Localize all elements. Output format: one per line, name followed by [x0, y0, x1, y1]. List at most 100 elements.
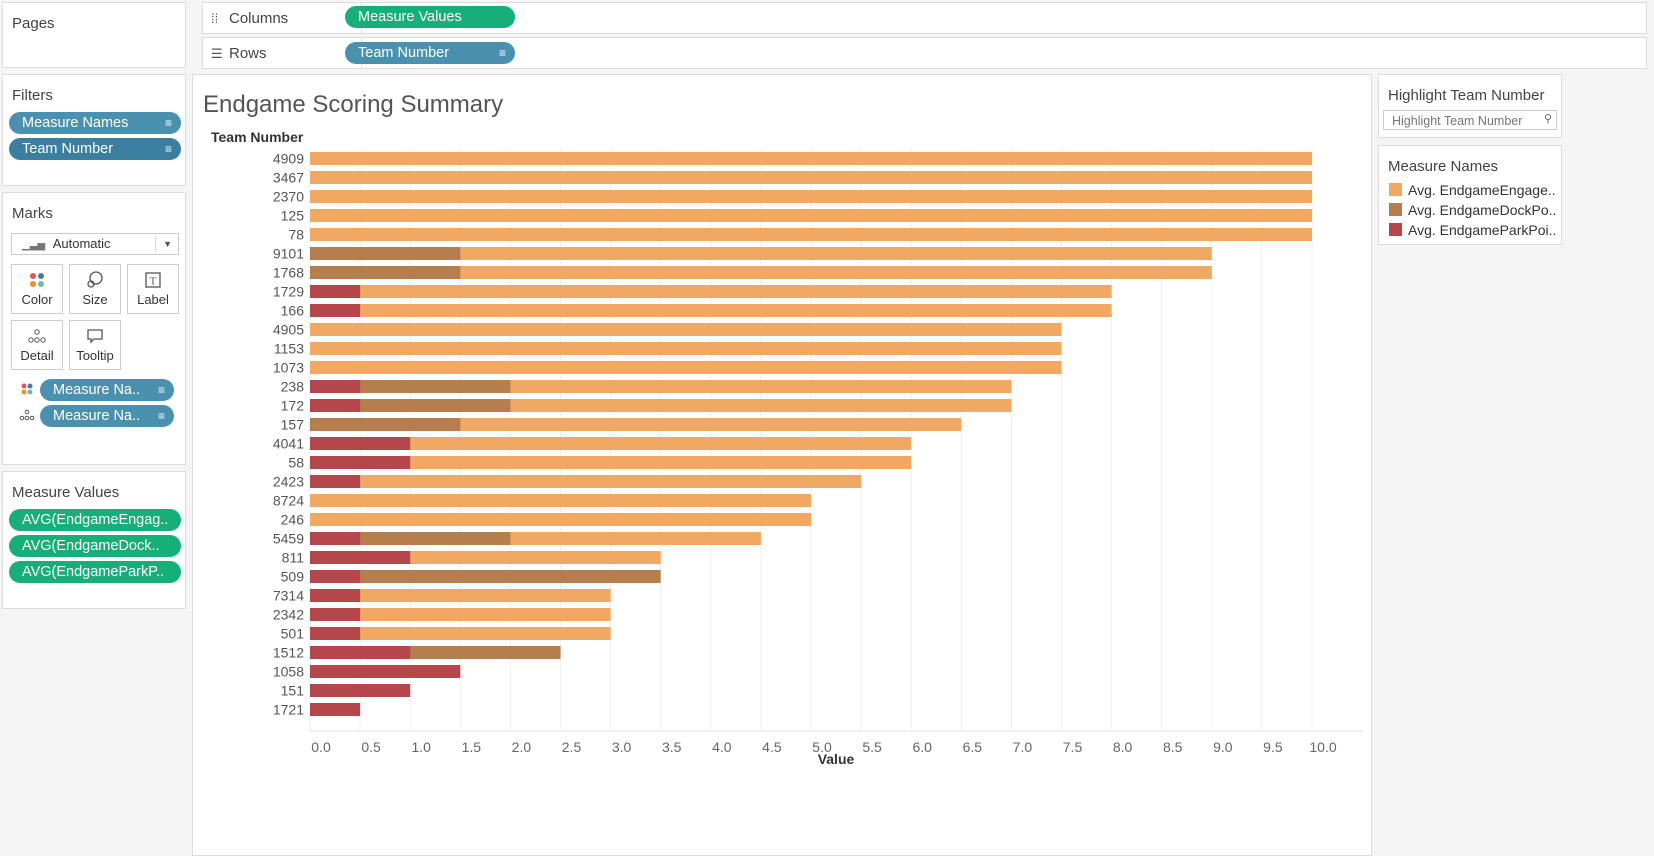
bar[interactable] [310, 152, 1312, 165]
bar[interactable] [310, 304, 361, 317]
x-tick-label: 6.5 [963, 739, 983, 755]
bar[interactable] [310, 266, 461, 279]
bar[interactable] [310, 285, 1112, 298]
rows-label: ☰ Rows [211, 45, 267, 62]
sort-icon: ≡ [164, 116, 172, 130]
highlight-search-input[interactable] [1390, 112, 1544, 130]
legend-item-park[interactable]: Avg. EndgameParkPoi.. [1389, 222, 1556, 238]
legend-title: Measure Names [1388, 158, 1499, 175]
bar[interactable] [310, 665, 461, 678]
bar[interactable] [310, 646, 411, 659]
bar[interactable] [310, 266, 1212, 279]
columns-icon: ⁞⁞ [211, 11, 219, 26]
bar[interactable] [310, 399, 361, 412]
bar[interactable] [310, 190, 1312, 203]
bar[interactable] [310, 380, 361, 393]
label-label: Label [137, 292, 169, 307]
bar[interactable] [310, 703, 361, 716]
bar[interactable] [310, 551, 411, 564]
tooltip-button[interactable]: Tooltip [69, 320, 121, 370]
bar[interactable] [310, 475, 361, 488]
columns-pill-measure-values[interactable]: Measure Values [345, 6, 515, 28]
filter-pill-measure-names[interactable]: Measure Names ≡ [9, 112, 181, 134]
bar[interactable] [310, 589, 361, 602]
x-tick-label: 6.0 [912, 739, 932, 755]
filters-card: Filters Measure Names ≡ Team Number ≡ [2, 74, 186, 186]
rows-shelf[interactable]: ☰ Rows Team Number ≡ [202, 37, 1647, 69]
bar[interactable] [310, 456, 912, 469]
team-number-label: 501 [281, 626, 305, 642]
size-icon [70, 271, 120, 291]
measure-value-pill-dock[interactable]: AVG(EndgameDock.. [9, 535, 181, 557]
columns-label: ⁞⁞ Columns [211, 10, 289, 27]
pages-title: Pages [12, 15, 55, 32]
legend-card: Measure Names Avg. EndgameEngage.. Avg. … [1378, 145, 1562, 245]
bar[interactable] [310, 532, 361, 545]
bar[interactable] [310, 323, 1062, 336]
bar[interactable] [310, 171, 1312, 184]
bar[interactable] [310, 494, 811, 507]
x-tick-label: 9.0 [1213, 739, 1233, 755]
label-button[interactable]: T Label [127, 264, 179, 314]
x-tick-label: 9.5 [1263, 739, 1283, 755]
bar[interactable] [310, 456, 411, 469]
bar[interactable] [310, 247, 1212, 260]
detail-button[interactable]: Detail [11, 320, 63, 370]
filters-title: Filters [12, 87, 53, 104]
team-number-label: 1768 [273, 265, 304, 281]
filter-pill-team-number[interactable]: Team Number ≡ [9, 138, 181, 160]
columns-shelf[interactable]: ⁞⁞ Columns Measure Values [202, 2, 1647, 34]
legend-item-dock[interactable]: Avg. EndgameDockPo.. [1389, 202, 1556, 218]
measure-value-pill-engage[interactable]: AVG(EndgameEngag.. [9, 509, 181, 531]
measure-value-pill-park[interactable]: AVG(EndgameParkP.. [9, 561, 181, 583]
bar[interactable] [310, 247, 461, 260]
detail-icon [19, 408, 35, 427]
bar[interactable] [310, 418, 962, 431]
bar[interactable] [310, 589, 611, 602]
bar[interactable] [310, 418, 461, 431]
bar[interactable] [310, 437, 411, 450]
team-number-label: 238 [281, 379, 305, 395]
bar[interactable] [310, 361, 1062, 374]
x-tick-label: 4.5 [762, 739, 782, 755]
marks-pill-detail-measure-names[interactable]: Measure Na.. ≡ [40, 405, 174, 427]
detail-label: Detail [20, 348, 54, 363]
team-number-label: 78 [288, 227, 304, 243]
team-number-label: 246 [281, 512, 305, 528]
color-button[interactable]: Color [11, 264, 63, 314]
bar-chart: Endgame Scoring Summary Team Number Valu… [203, 91, 1363, 767]
bar[interactable] [310, 570, 361, 583]
marks-pill-color-measure-names[interactable]: Measure Na.. ≡ [40, 379, 174, 401]
x-tick-label: 5.5 [862, 739, 882, 755]
bar[interactable] [310, 285, 361, 298]
legend-swatch [1389, 183, 1402, 196]
bar[interactable] [310, 627, 361, 640]
highlight-search[interactable]: ⚲ [1383, 110, 1557, 130]
marks-pill-label: Measure Na.. [53, 382, 141, 398]
bar[interactable] [310, 304, 1112, 317]
bar[interactable] [310, 475, 862, 488]
bar[interactable] [310, 513, 811, 526]
color-label: Color [21, 292, 53, 307]
legend-item-engage[interactable]: Avg. EndgameEngage.. [1389, 182, 1556, 198]
bar[interactable] [310, 608, 611, 621]
bar[interactable] [310, 627, 611, 640]
measure-value-pill-label: AVG(EndgameEngag.. [22, 512, 169, 528]
x-tick-label: 3.0 [612, 739, 632, 755]
label-icon: T [128, 271, 178, 291]
bar[interactable] [310, 437, 912, 450]
x-tick-label: 8.5 [1163, 739, 1183, 755]
rows-pill-team-number[interactable]: Team Number ≡ [345, 42, 515, 64]
marks-card: Marks ▁▃▅ Automatic ▼ Color Size T Label… [2, 192, 186, 465]
mark-type-dropdown[interactable]: ▁▃▅ Automatic ▼ [11, 233, 179, 255]
team-number-label: 1729 [273, 284, 304, 300]
team-number-label: 1073 [273, 360, 304, 376]
bar[interactable] [310, 684, 411, 697]
bar[interactable] [310, 209, 1312, 222]
bar[interactable] [310, 342, 1062, 355]
team-number-label: 509 [281, 569, 305, 585]
bar[interactable] [310, 570, 661, 583]
bar[interactable] [310, 228, 1312, 241]
size-button[interactable]: Size [69, 264, 121, 314]
bar[interactable] [310, 608, 361, 621]
